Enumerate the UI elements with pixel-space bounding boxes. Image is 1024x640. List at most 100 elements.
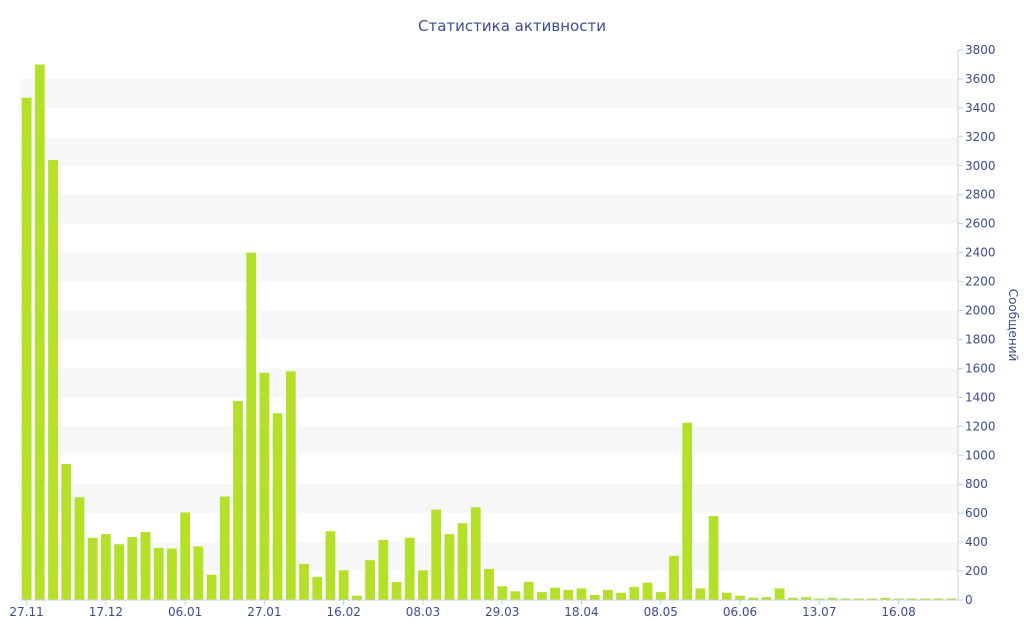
bar[interactable] — [497, 586, 508, 600]
y-tick-label: 3600 — [965, 72, 996, 86]
y-tick-label: 3800 — [965, 43, 996, 57]
bar[interactable] — [642, 582, 653, 600]
y-tick-label: 800 — [965, 477, 988, 491]
bar[interactable] — [140, 531, 151, 600]
bar[interactable] — [933, 598, 944, 600]
bar[interactable] — [193, 546, 204, 600]
bar[interactable] — [444, 534, 455, 600]
bar[interactable] — [404, 537, 415, 600]
y-tick-label: 2000 — [965, 304, 996, 318]
bar[interactable] — [74, 497, 85, 600]
y-tick-label: 2600 — [965, 217, 996, 231]
bar[interactable] — [682, 422, 693, 600]
x-tick-label: 08.03 — [406, 605, 440, 619]
bar[interactable] — [61, 463, 72, 600]
bar[interactable] — [801, 597, 811, 600]
bar[interactable] — [603, 589, 613, 600]
bar[interactable] — [893, 598, 904, 600]
bar[interactable] — [589, 594, 600, 600]
bar[interactable] — [21, 97, 32, 600]
bar[interactable] — [906, 598, 917, 600]
bar[interactable] — [867, 598, 878, 600]
bar[interactable] — [299, 563, 309, 600]
bar[interactable] — [431, 509, 442, 600]
bar[interactable] — [167, 548, 177, 600]
bar[interactable] — [721, 592, 732, 600]
bar[interactable] — [510, 591, 521, 600]
bar-series — [21, 64, 957, 601]
bar[interactable] — [470, 507, 481, 600]
bar[interactable] — [576, 588, 587, 600]
bar[interactable] — [827, 597, 838, 600]
grid-band — [20, 136, 958, 166]
bar[interactable] — [814, 598, 825, 600]
x-tick-label: 08.05 — [644, 605, 678, 619]
bar[interactable] — [233, 400, 243, 600]
bar[interactable] — [523, 581, 534, 600]
bar[interactable] — [180, 512, 191, 600]
x-tick-label: 06.01 — [168, 605, 202, 619]
bar[interactable] — [787, 597, 798, 600]
bar[interactable] — [312, 576, 323, 600]
y-tick-label: 2800 — [965, 188, 996, 202]
bar[interactable] — [774, 588, 785, 600]
bar[interactable] — [748, 597, 759, 600]
bar[interactable] — [484, 568, 494, 600]
x-tick-label: 16.08 — [881, 605, 915, 619]
grid-band — [20, 252, 958, 282]
bar[interactable] — [418, 570, 428, 600]
bar[interactable] — [550, 587, 560, 600]
bar[interactable] — [100, 534, 111, 600]
y-tick-label: 400 — [965, 535, 988, 549]
bar[interactable] — [655, 592, 666, 600]
bar[interactable] — [761, 597, 772, 600]
bar[interactable] — [325, 531, 336, 600]
bar[interactable] — [114, 544, 124, 600]
y-tick-label: 3000 — [965, 159, 996, 173]
bar[interactable] — [246, 252, 257, 600]
bar[interactable] — [272, 413, 283, 600]
bar[interactable] — [536, 592, 547, 600]
grid-band — [20, 368, 958, 398]
bar[interactable] — [259, 372, 270, 600]
y-tick-label: 200 — [965, 564, 988, 578]
bar[interactable] — [708, 516, 719, 600]
bar[interactable] — [840, 598, 851, 600]
bar[interactable] — [87, 537, 98, 600]
bar[interactable] — [920, 598, 930, 600]
bar[interactable] — [563, 589, 574, 600]
bar[interactable] — [735, 595, 745, 600]
y-tick-label: 2400 — [965, 246, 996, 260]
bar[interactable] — [48, 160, 58, 600]
bar[interactable] — [695, 588, 706, 600]
y-axis-ticks: 0 200 400 600 800 1000 1200 1400 1600 1800 2000 220… — [958, 43, 996, 607]
grid-band — [20, 484, 958, 514]
bar[interactable] — [206, 574, 217, 600]
bar[interactable] — [629, 586, 640, 600]
x-tick-label: 16.02 — [326, 605, 360, 619]
y-axis-label: Сообщений — [1006, 289, 1020, 362]
bar[interactable] — [285, 371, 296, 600]
bar[interactable] — [457, 523, 468, 600]
bar[interactable] — [669, 555, 679, 600]
bar[interactable] — [219, 496, 230, 600]
grid-band — [20, 194, 958, 224]
bar[interactable] — [616, 592, 626, 600]
bar[interactable] — [946, 598, 957, 600]
bar[interactable] — [338, 570, 349, 600]
bar[interactable] — [378, 539, 389, 600]
bar[interactable] — [854, 598, 864, 600]
bar[interactable] — [34, 64, 45, 601]
bar[interactable] — [365, 560, 375, 600]
bar[interactable] — [127, 537, 138, 600]
bar[interactable] — [153, 547, 164, 600]
y-tick-label: 0 — [965, 593, 973, 607]
y-tick-label: 1800 — [965, 332, 996, 346]
bar[interactable] — [391, 581, 402, 600]
y-tick-label: 1600 — [965, 361, 996, 375]
bar[interactable] — [880, 597, 891, 600]
bar[interactable] — [352, 595, 362, 600]
y-tick-label: 3400 — [965, 101, 996, 115]
chart-title: Статистика активности — [418, 17, 606, 35]
